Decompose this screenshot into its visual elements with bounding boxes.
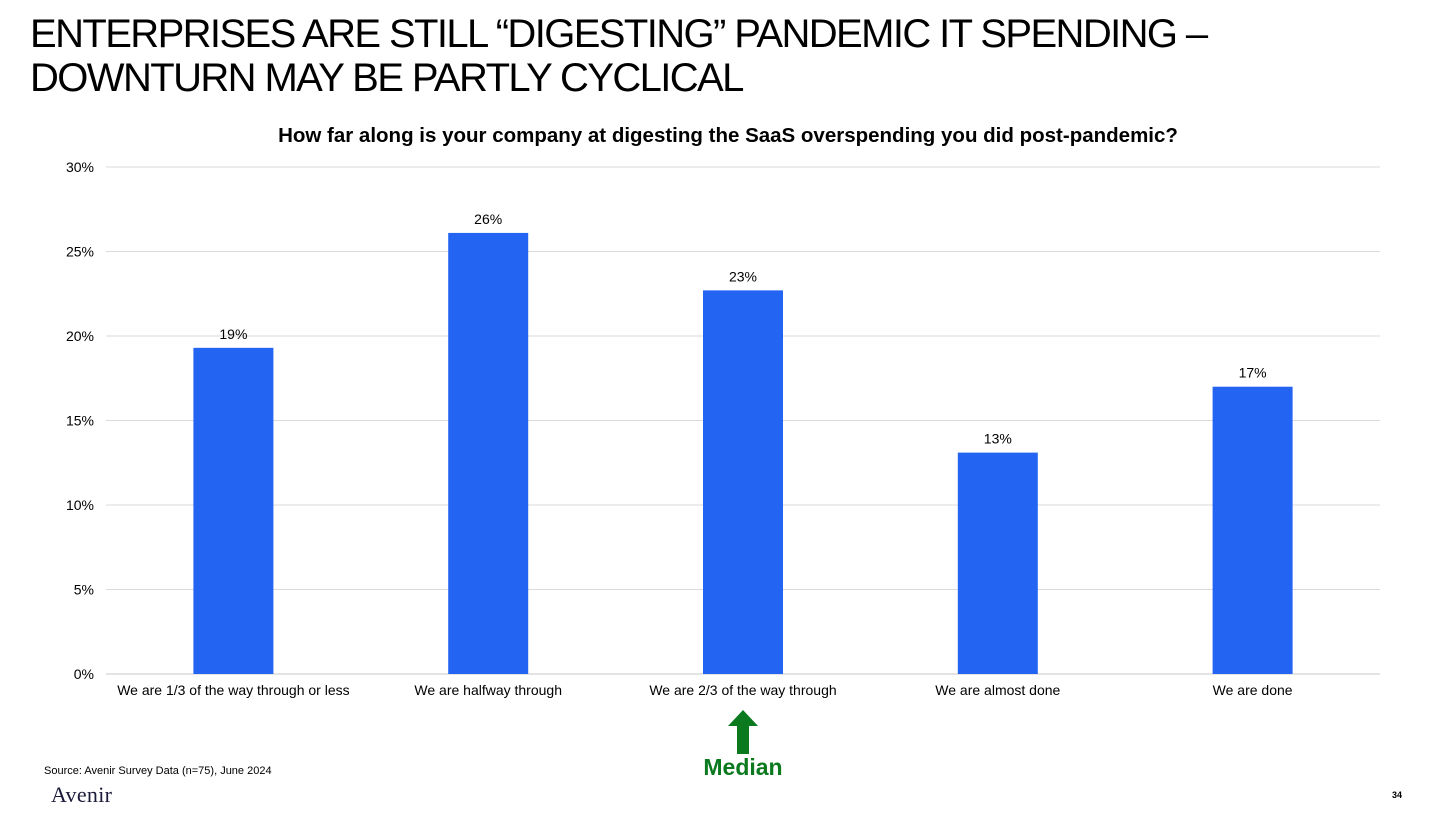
avenir-logo: Avenir bbox=[51, 782, 113, 807]
data-label: 13% bbox=[984, 431, 1012, 447]
up-arrow-icon bbox=[728, 710, 758, 754]
median-label: Median bbox=[703, 754, 783, 780]
bar bbox=[448, 232, 529, 674]
y-tick-label: 20% bbox=[66, 328, 94, 344]
y-tick-label: 25% bbox=[66, 244, 94, 260]
x-tick-label: We are 2/3 of the way through bbox=[649, 682, 836, 698]
bar bbox=[957, 452, 1038, 674]
slide-title: ENTERPRISES ARE STILL “DIGESTING” PANDEM… bbox=[30, 12, 1330, 100]
source-note: Source: Avenir Survey Data (n=75), June … bbox=[44, 765, 272, 777]
data-label: 26% bbox=[474, 211, 502, 227]
slide-title-line-1: ENTERPRISES ARE STILL “DIGESTING” PANDEM… bbox=[30, 12, 1208, 56]
median-marker: Median bbox=[690, 710, 796, 781]
y-tick-label: 0% bbox=[74, 666, 94, 682]
data-label: 19% bbox=[219, 326, 247, 342]
y-tick-label: 30% bbox=[66, 159, 94, 175]
x-tick-label: We are almost done bbox=[935, 682, 1060, 698]
data-label: 17% bbox=[1239, 365, 1267, 381]
x-tick-label: We are 1/3 of the way through or less bbox=[117, 682, 349, 698]
y-tick-label: 5% bbox=[74, 582, 94, 598]
bar bbox=[1212, 386, 1293, 674]
slide-title-line-2: DOWNTURN MAY BE PARTLY CYCLICAL bbox=[30, 56, 744, 100]
bar bbox=[193, 347, 274, 674]
x-tick-label: We are done bbox=[1213, 682, 1293, 698]
y-tick-label: 15% bbox=[66, 413, 94, 429]
bar bbox=[703, 290, 783, 674]
chart-title: How far along is your company at digesti… bbox=[278, 124, 1178, 147]
data-label: 23% bbox=[729, 268, 757, 284]
page-number: 34 bbox=[1392, 790, 1403, 800]
y-tick-label: 10% bbox=[66, 497, 94, 513]
x-tick-label: We are halfway through bbox=[414, 682, 562, 698]
